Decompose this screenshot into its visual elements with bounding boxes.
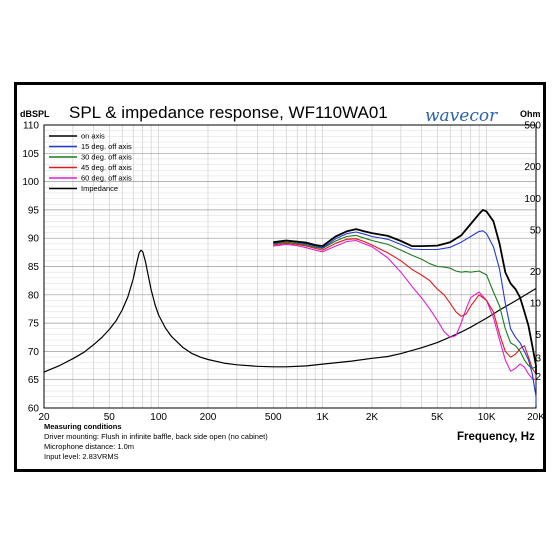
x-tick-label: 5K	[431, 412, 444, 423]
right-axis-ticks: 2 3 5 10 20 50 100 200 500	[524, 121, 541, 383]
left-tick-label: 65	[28, 375, 40, 386]
right-tick-label: 5	[535, 330, 541, 341]
x-tick-label: 10K	[478, 412, 496, 423]
notes-input-level: Input level: 2.83VRMS	[44, 452, 119, 461]
right-tick-label: 20	[530, 267, 542, 278]
x-axis-ticks: 20 50 100 200 500 1K 2K 5K 10K 20K	[38, 412, 543, 423]
left-tick-label: 95	[28, 205, 40, 216]
series-line-15-deg-off-axis	[273, 230, 537, 406]
notes-mounting: Driver mounting: Flush in infinite baffl…	[44, 432, 268, 441]
x-tick-label: 20K	[527, 412, 543, 423]
x-tick-label: 200	[200, 412, 217, 423]
left-tick-label: 105	[22, 149, 39, 160]
left-axis-label: dBSPL	[20, 109, 50, 119]
left-tick-label: 60	[28, 404, 40, 415]
legend-label-45-deg-off-axis: 45 deg. off axis	[81, 163, 132, 172]
left-tick-label: 100	[22, 177, 39, 188]
left-tick-label: 90	[28, 234, 40, 245]
right-tick-label: 200	[524, 162, 541, 173]
legend-label-15-deg-off-axis: 15 deg. off axis	[81, 142, 132, 151]
chart-sheet: SPL & impedance response, WF110WA01 wave…	[14, 82, 546, 472]
chart-title: SPL & impedance response, WF110WA01	[69, 103, 388, 122]
spl-impedance-chart: SPL & impedance response, WF110WA01 wave…	[20, 103, 543, 461]
right-tick-label: 500	[524, 121, 541, 132]
x-tick-label: 100	[150, 412, 167, 423]
right-tick-label: 3	[535, 353, 541, 364]
series-line-impedance	[43, 249, 537, 373]
x-tick-label: 20	[38, 412, 50, 423]
series-line-30-deg-off-axis	[273, 234, 537, 369]
left-axis-ticks: 60 65 70 75 80 85 90 95 100 105 110	[22, 121, 39, 415]
left-tick-label: 85	[28, 262, 40, 273]
legend-label-60-deg-off-axis: 60 deg. off axis	[81, 174, 132, 183]
left-tick-label: 70	[28, 347, 40, 358]
plot-frame	[43, 124, 537, 409]
right-tick-label: 50	[530, 225, 542, 236]
x-tick-label: 1K	[317, 412, 330, 423]
right-tick-label: 100	[524, 194, 541, 205]
legend-label-on-axis: on axis	[81, 132, 105, 141]
series-line-on-axis	[273, 209, 537, 374]
right-tick-label: 10	[530, 299, 542, 310]
right-tick-label: 2	[535, 372, 541, 383]
left-tick-label: 75	[28, 319, 40, 330]
x-axis-label: Frequency, Hz	[457, 431, 535, 443]
x-tick-label: 500	[265, 412, 282, 423]
notes-mic-distance: Microphone distance: 1.0m	[44, 442, 134, 451]
data-series	[43, 209, 537, 406]
x-tick-label: 2K	[366, 412, 379, 423]
brand-logo: wavecor	[425, 106, 498, 126]
series-line-45-deg-off-axis	[273, 238, 537, 375]
legend-label-impedance: Impedance	[81, 184, 118, 193]
right-axis-label: Ohm	[520, 109, 541, 119]
left-tick-label: 80	[28, 290, 40, 301]
x-tick-label: 50	[104, 412, 116, 423]
series-line-60-deg-off-axis	[273, 239, 537, 381]
left-tick-label: 110	[23, 121, 39, 132]
notes-heading: Measuring conditions	[44, 422, 122, 431]
legend-label-30-deg-off-axis: 30 deg. off axis	[81, 153, 132, 162]
grid-lines	[44, 125, 536, 408]
